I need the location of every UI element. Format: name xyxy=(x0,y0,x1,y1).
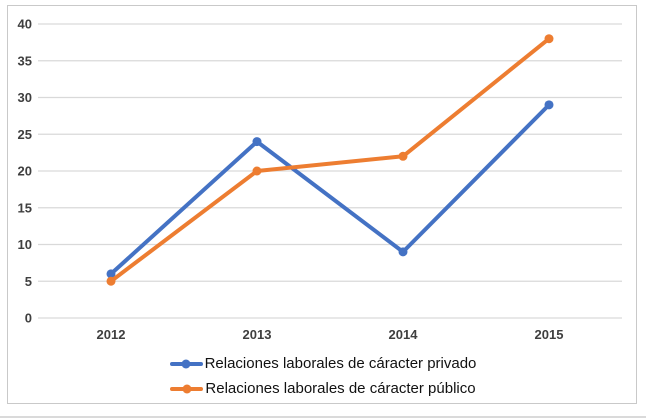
data-point-marker xyxy=(398,151,408,161)
x-tick-label: 2015 xyxy=(535,327,564,342)
y-tick-label: 35 xyxy=(18,53,32,68)
y-tick-label: 40 xyxy=(18,17,32,32)
legend-line-marker-privado xyxy=(169,359,203,368)
y-tick-label: 20 xyxy=(18,164,32,179)
data-point-marker xyxy=(398,247,408,257)
y-tick-label: 15 xyxy=(18,200,32,215)
y-tick-label: 5 xyxy=(25,274,32,289)
y-tick-label: 10 xyxy=(18,237,32,252)
y-axis-tick-labels: 0 5 10 15 20 25 30 35 40 xyxy=(18,17,32,326)
series-line-1 xyxy=(109,36,551,284)
x-axis-tick-labels: 2012 2013 2014 2015 xyxy=(97,327,564,342)
x-tick-label: 2013 xyxy=(243,327,272,342)
gridlines xyxy=(38,23,622,319)
legend-dot-icon xyxy=(181,359,191,368)
x-tick-label: 2012 xyxy=(97,327,126,342)
x-tick-label: 2014 xyxy=(389,327,419,342)
data-series-lines xyxy=(106,34,554,286)
y-tick-label: 25 xyxy=(18,127,32,142)
legend-label-publico: Relaciones laborales de cáracter público xyxy=(205,380,476,397)
series-line-0 xyxy=(109,102,551,276)
legend-item-publico: Relaciones laborales de cáracter público xyxy=(170,376,476,401)
data-point-marker xyxy=(544,34,554,44)
data-point-marker xyxy=(252,137,262,147)
legend-dot-icon xyxy=(182,384,192,393)
legend-item-privado: Relaciones laborales de cáracter privado xyxy=(169,351,477,376)
line-chart-plot-area: 0 5 10 15 20 25 30 35 40 2012 2013 2014 2015 xyxy=(18,17,622,342)
data-point-marker xyxy=(252,166,262,176)
data-point-marker xyxy=(106,269,116,279)
data-point-marker xyxy=(106,276,116,286)
bottom-edge-line xyxy=(0,416,646,418)
chart-border xyxy=(7,5,637,404)
chart-legend: Relaciones laborales de cáracter privado… xyxy=(0,351,646,401)
legend-line-marker-publico xyxy=(170,384,204,393)
legend-label-privado: Relaciones laborales de cáracter privado xyxy=(204,355,477,372)
data-point-marker xyxy=(544,100,554,110)
y-tick-label: 0 xyxy=(25,311,32,326)
y-tick-label: 30 xyxy=(18,90,32,105)
